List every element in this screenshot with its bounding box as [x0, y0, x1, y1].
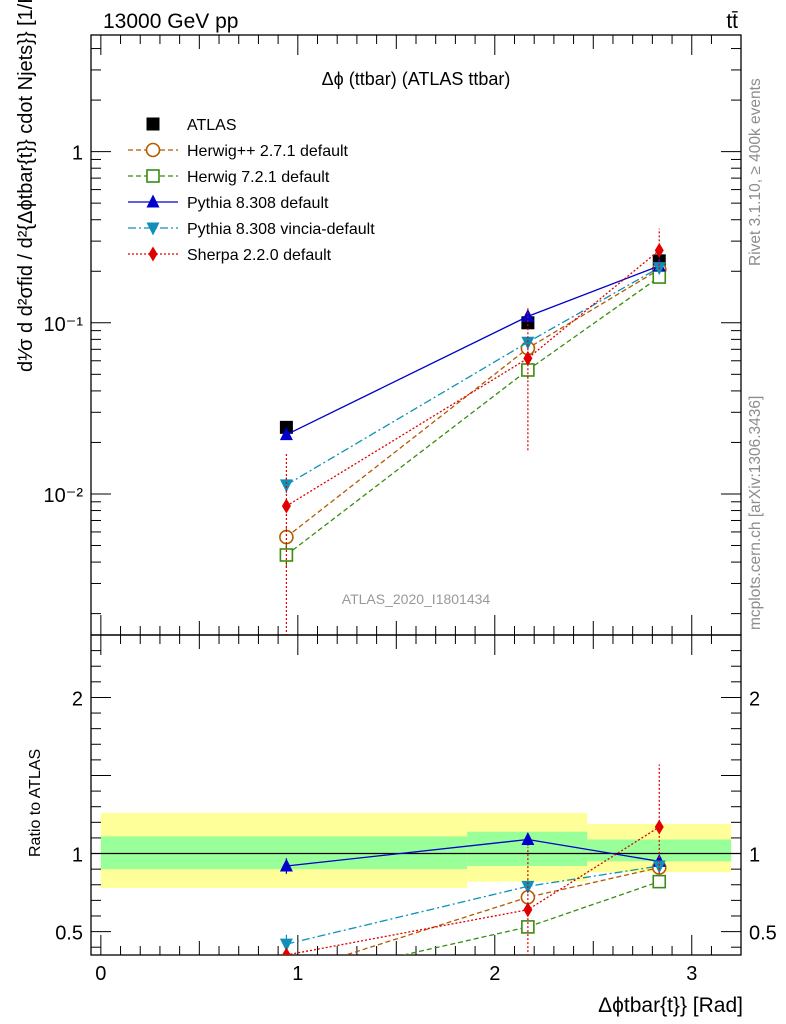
data-point	[521, 308, 535, 322]
legend-item: Herwig++ 2.7.1 default	[128, 142, 349, 160]
ratio-y-tick-label: 0.5	[55, 923, 83, 945]
x-tick-label: 3	[686, 963, 697, 985]
data-point	[279, 529, 294, 545]
header-process: tt̄	[726, 10, 738, 33]
legend-marker	[146, 117, 160, 131]
series-herwig-7-2-1-default	[279, 270, 667, 568]
legend-item: ATLAS	[146, 117, 237, 134]
series-line	[285, 276, 660, 556]
data-point	[281, 498, 291, 514]
ratio-y-tick-label-right: 1	[749, 845, 760, 867]
ratio-y-tick-label: 1	[72, 845, 83, 867]
ratio-y-tick-label-right: 2	[749, 688, 760, 710]
series-line	[286, 267, 660, 486]
ratio-series-sherpa-2-2-0-default	[281, 764, 664, 955]
legend-item: Sherpa 2.2.0 default	[128, 246, 332, 264]
series-pythia-8-308-vincia-default	[279, 262, 666, 494]
header-energy: 13000 GeV pp	[103, 10, 238, 33]
ratio-y-tick-label: 2	[72, 688, 83, 710]
series-line	[285, 268, 660, 538]
main-series-group	[279, 228, 667, 635]
ratio-line	[343, 866, 660, 955]
data-point	[279, 427, 293, 441]
legend-label: Sherpa 2.2.0 default	[187, 247, 332, 264]
ratio-frame	[90, 634, 742, 956]
y-tick-label: 1	[72, 143, 83, 165]
x-tick-label: 1	[292, 963, 303, 985]
legend-marker	[146, 222, 160, 236]
main-panel: 10⁻² 10⁻¹ 1 Δϕ (ttbar) (ATLAS ttbar) ATLAS_2…	[15, 0, 742, 636]
ratio-series-herwig-7-2-1-default	[400, 874, 667, 955]
data-point	[279, 479, 293, 493]
legend-label: ATLAS	[187, 117, 237, 134]
chart-title: Δϕ (ttbar) (ATLAS ttbar)	[322, 69, 511, 89]
y-tick-label: 10⁻¹	[44, 314, 84, 336]
ratio-point	[652, 874, 667, 889]
series-herwig-2-7-1-default	[279, 262, 667, 549]
y-axis-label: d¹⁄σ d d²σfid / d²{Δϕtbar{t}} cdot Njets…	[15, 0, 37, 372]
x-tick-label: 0	[95, 963, 106, 985]
legend-item: Herwig 7.2.1 default	[128, 169, 330, 186]
series-line	[286, 265, 660, 436]
ratio-point	[523, 902, 533, 918]
analysis-watermark: ATLAS_2020_I1801434	[342, 591, 491, 607]
data-point	[521, 336, 535, 350]
legend-marker	[146, 169, 160, 183]
data-point	[654, 242, 664, 258]
ratio-series-group	[279, 764, 667, 955]
legend-marker	[148, 246, 158, 262]
legend-item: Pythia 8.308 default	[128, 194, 329, 212]
ratio-point	[281, 947, 291, 955]
ratio-y-tick-label-right: 0.5	[749, 923, 777, 945]
legend-label: Pythia 8.308 vincia-default	[187, 221, 375, 238]
series-atlas	[279, 254, 666, 434]
legend-marker	[145, 142, 161, 158]
y-tick-label: 10⁻²	[44, 485, 84, 507]
data-point	[523, 350, 533, 366]
mcplots-label: mcplots.cern.ch [arXiv:1306.3436]	[747, 396, 764, 630]
ratio-line	[286, 865, 660, 945]
ratio-line	[400, 881, 660, 955]
uncertainty-bands	[100, 812, 732, 888]
legend-marker	[146, 194, 160, 208]
series-sherpa-2-2-0-default	[281, 228, 664, 635]
legend-label: Herwig 7.2.1 default	[187, 169, 330, 186]
legend-label: Pythia 8.308 default	[187, 195, 329, 212]
ratio-point	[279, 858, 293, 872]
ratio-panel: 0.5 0.5 1 1 2 2 0 1 2 3 Ratio to ATLAS Δϕtbar{t}} […	[27, 634, 777, 1017]
rivet-version-label: Rivet 3.1.10, ≥ 400k events	[747, 78, 764, 266]
legend: ATLAS Herwig++ 2.7.1 default Herwig 7.2.1 …	[128, 117, 375, 264]
ratio-point	[279, 938, 293, 952]
x-axis-label: Δϕtbar{t}} [Rad]	[598, 994, 743, 1017]
ratio-y-axis-label: Ratio to ATLAS	[27, 749, 44, 857]
legend-label: Herwig++ 2.7.1 default	[187, 143, 349, 160]
legend-item: Pythia 8.308 vincia-default	[128, 221, 375, 238]
series-line	[286, 249, 660, 507]
ratio-point	[652, 860, 666, 874]
ratio-point	[654, 819, 664, 835]
x-tick-label: 2	[489, 963, 500, 985]
ratio-point	[521, 831, 535, 845]
